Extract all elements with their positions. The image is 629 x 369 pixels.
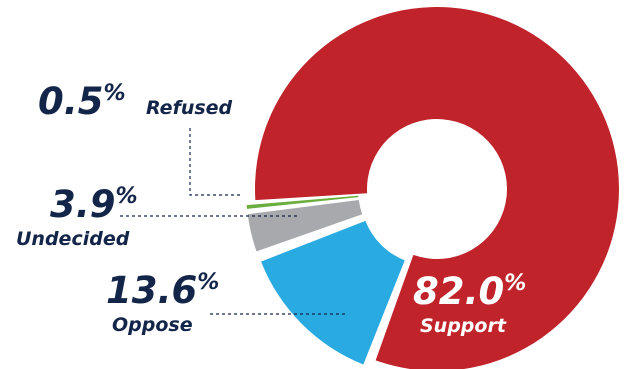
- refused-slice: [246, 195, 359, 209]
- oppose-category-label: Oppose: [112, 314, 193, 336]
- refused-value-label: 0.5%: [38, 80, 126, 123]
- support-category-label: Support: [420, 315, 507, 337]
- undecided-category-label: Undecided: [16, 228, 130, 250]
- leader-lines-group: [120, 128, 345, 315]
- oppose-slice: [261, 220, 405, 365]
- refused-category-label: Refused: [146, 97, 233, 119]
- labels-group: 0.5% Refused 3.9% Undecided 13.6% Oppose…: [16, 80, 526, 337]
- oppose-value-label: 13.6%: [106, 269, 219, 312]
- refused-leader-line: [189, 128, 240, 196]
- support-slice: [254, 7, 619, 369]
- undecided-value-label: 3.9%: [50, 183, 138, 226]
- slices-group: [246, 7, 619, 369]
- undecided-slice: [247, 199, 363, 252]
- support-value-label: 82.0%: [413, 270, 526, 313]
